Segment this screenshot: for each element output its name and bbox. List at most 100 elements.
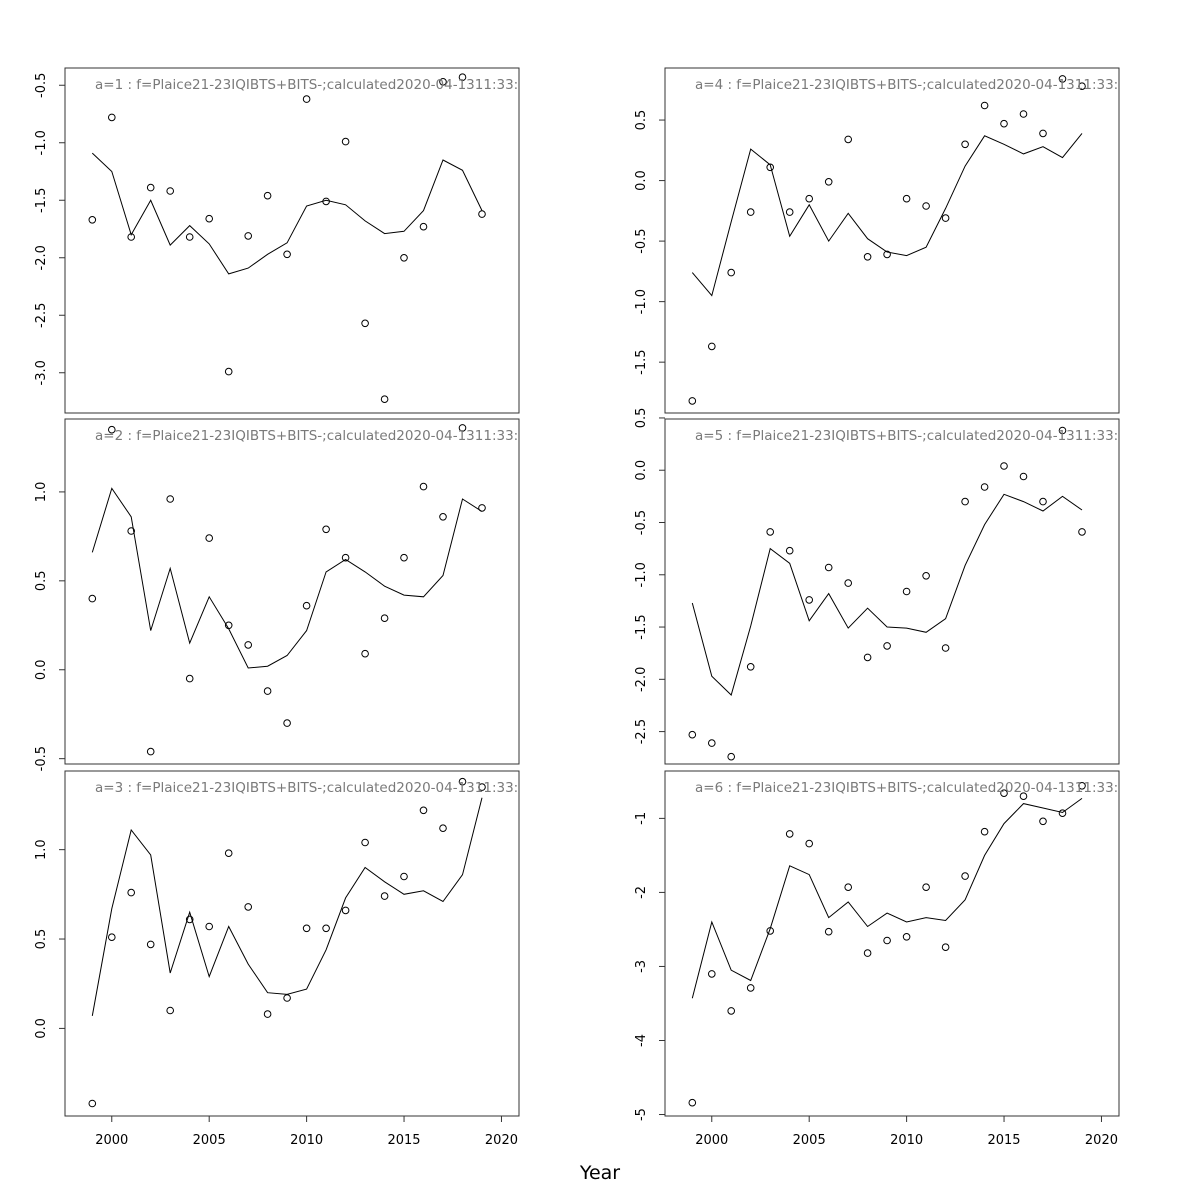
observation-point [400,253,408,262]
panel-4: 0.5 0.0 -0.5 -1.0 -1.5 a=4 : f=Plaice21-23IQI… [634,67,1120,414]
observation-point [419,222,428,231]
observation-point [146,747,155,756]
panel-title: a=2 : f=Plaice21-23IQIBTS+BITS-;calculat… [95,428,518,444]
y-tick-label: -1.5 [634,614,649,639]
observation-point [439,824,447,833]
observation-point [244,641,252,649]
observation-point [844,883,853,892]
observation-point [785,830,794,838]
observation-point [244,232,252,240]
observation-point [766,528,775,536]
observation-point [863,653,872,662]
observation-point [708,739,716,747]
observation-point [108,933,116,942]
observation-point [283,719,291,727]
observation-point [361,649,369,658]
observation-point [1058,809,1067,818]
observation-point [341,553,350,562]
observation-point [322,924,330,933]
y-tick-label: -3 [634,960,649,973]
y-tick-label: -1.0 [634,289,649,314]
observation-point [746,208,755,216]
observation-point [108,113,116,122]
observation-point [458,424,467,432]
y-tick-label: 0.5 [634,408,649,429]
observation-point [380,892,389,900]
observation-point [766,927,775,935]
x-tick-label: 2015 [387,1133,420,1148]
observation-point [127,888,135,897]
observation-point [341,906,350,915]
observation-point [941,214,950,222]
y-tick-label: 1.0 [34,482,49,503]
observation-point [727,752,736,761]
observation-point [824,927,833,936]
observation-point [458,73,467,81]
observation-point [902,933,911,941]
observation-point [727,1007,736,1015]
observation-point [244,903,252,911]
observation-point [419,806,428,815]
observation-point [146,940,155,949]
y-tick-label: -2 [634,886,649,899]
y-tick-label: 0.5 [34,929,49,950]
y-tick-label: 1.0 [34,839,49,860]
observation-point [941,943,950,952]
panel-1: -0.5 -1.0 -1.5 -2.0 -2.5 -3.0 a=1 : f=Plaice21… [34,67,520,414]
observation-point [478,210,486,218]
observation-point [302,601,311,610]
observation-point [688,397,697,405]
panel-frame [664,67,1120,414]
observation-point [1039,817,1047,826]
x-tick-label: 2010 [890,1133,923,1148]
observation-point [824,563,833,572]
panel-frame [64,770,520,1117]
observation-point [1058,75,1067,83]
fitted-line [691,797,1083,999]
observation-point [146,183,155,192]
observation-point [688,730,697,739]
y-tick-label: -1.0 [634,562,649,587]
observation-point [844,579,853,587]
x-axis-label: Year [579,1162,620,1184]
observation-point [322,525,330,534]
observation-point [883,642,891,650]
x-tick-label: 2020 [1085,1133,1118,1148]
observation-point [1039,497,1047,506]
observation-point [805,596,814,604]
observation-point [263,687,272,695]
y-tick-label: 0.5 [634,110,649,131]
observation-point [380,614,389,623]
observation-point [478,783,486,791]
observation-point [883,936,891,945]
y-tick-label: -2.5 [634,719,649,744]
observation-point [263,1010,272,1018]
panel-5: 0.5 0.0 -0.5 -1.0 -1.5 -2.0 -2.5 a=5 : f=Plaice… [634,408,1120,765]
observation-point [961,497,969,506]
y-tick-label: -4 [634,1034,649,1047]
panel-6: -1 -2 -3 -4 -5 2000 2005 2010 2015 2020 a=6 : f=Pl… [634,770,1120,1148]
observation-point [439,513,447,521]
observation-point [785,208,794,216]
y-tick-label: -2.0 [634,667,649,692]
observation-point [980,101,989,110]
y-tick-label: -5 [634,1108,649,1121]
observation-point [1000,462,1008,470]
observation-point [88,216,97,224]
observation-point [205,534,213,542]
observation-point [805,839,814,848]
observation-point [205,214,213,223]
fitted-line [691,493,1083,696]
y-tick-label: -2.5 [34,303,49,328]
x-tick-label: 2005 [193,1133,226,1148]
observation-point [1019,792,1028,801]
observation-point [746,984,755,992]
observation-point [1078,528,1086,536]
fitted-line [91,152,483,275]
fitted-line [91,797,483,1016]
observation-point [863,949,872,957]
panel-title: a=6 : f=Plaice21-23IQIBTS+BITS-;calculat… [695,780,1118,796]
panel-frame [664,418,1120,765]
panel-title: a=5 : f=Plaice21-23IQIBTS+BITS-;calculat… [695,428,1118,444]
